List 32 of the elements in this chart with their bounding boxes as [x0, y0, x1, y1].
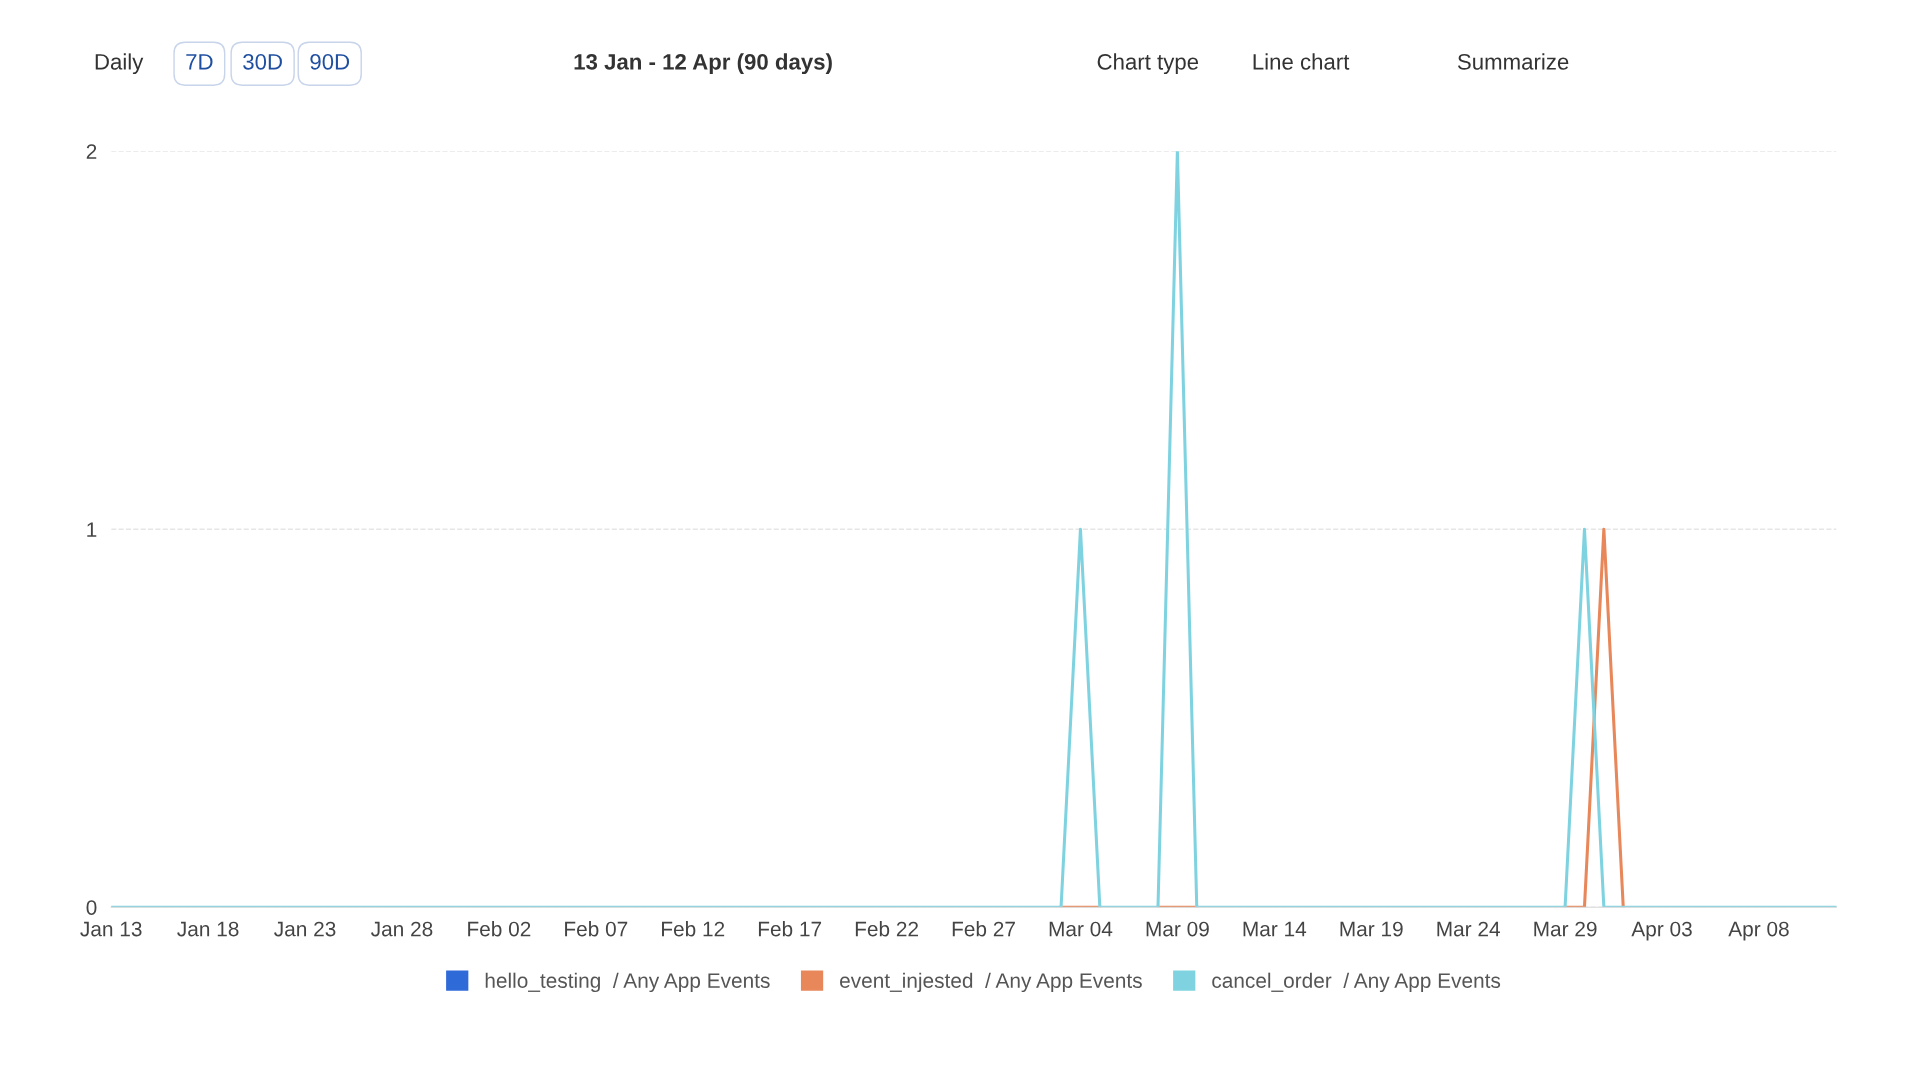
x-tick-label: Mar 14 [1243, 921, 1307, 937]
legend-label: event_injested / Any App Events [840, 972, 1142, 993]
x-tick-label: Feb 17 [758, 921, 822, 937]
x-tick-label: Jan 23 [274, 921, 336, 937]
y-tick-label: 2 [86, 144, 97, 159]
text: Line chart [1253, 53, 1350, 70]
text: 90D [310, 53, 350, 70]
x-tick-label: Apr 03 [1631, 921, 1692, 941]
x-tick-label: Feb 07 [565, 921, 628, 937]
legend-label: cancel_order / Any App Events [1212, 972, 1501, 993]
text: Chart type [1097, 53, 1199, 75]
x-tick-label: Mar 09 [1146, 921, 1209, 937]
text: Daily [95, 53, 144, 75]
x-tick-label: Jan 13 [80, 921, 142, 937]
text: 7D [186, 54, 213, 70]
x-tick-label: Jan 28 [371, 921, 433, 937]
x-tick-label: Feb 02 [468, 921, 531, 937]
x-tick-label: Mar 04 [1049, 921, 1113, 937]
x-tick-label: Jan 18 [177, 921, 239, 937]
legend-label: hello_testing / Any App Events [485, 972, 770, 993]
x-tick-label: Mar 29 [1534, 921, 1597, 937]
x-tick-label: Apr 08 [1728, 921, 1789, 941]
text: 30D [243, 53, 282, 70]
y-tick-label: 0 [86, 900, 97, 915]
x-tick-label: Feb 22 [855, 921, 918, 937]
y-tick-label: 1 [87, 522, 97, 537]
x-tick-label: Mar 24 [1437, 921, 1500, 937]
text: Summarize [1457, 53, 1569, 70]
text: 13 Jan - 12 Apr (90 days) [574, 53, 832, 75]
x-tick-label: Mar 19 [1340, 921, 1403, 937]
x-tick-label: Feb 27 [952, 921, 1015, 937]
x-tick-label: Feb 12 [662, 921, 725, 937]
